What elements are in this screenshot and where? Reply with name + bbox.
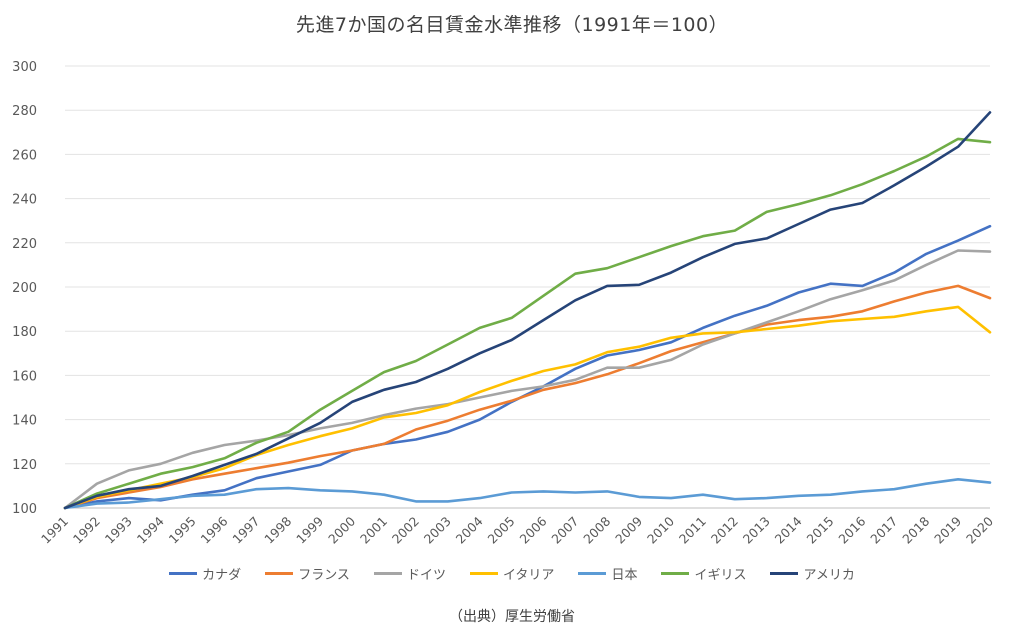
- grid-lines: [65, 65, 990, 509]
- y-tick-label: 140: [12, 414, 37, 429]
- series-line: [63, 284, 992, 510]
- legend-item: ドイツ: [373, 564, 446, 583]
- x-tick-label: 2001: [357, 514, 390, 547]
- legend-item: アメリカ: [770, 564, 855, 583]
- x-tick-label: 1992: [70, 514, 103, 547]
- x-tick-label: 2008: [580, 513, 613, 546]
- x-tick-label: 2015: [804, 514, 837, 547]
- y-tick-label: 160: [12, 369, 37, 384]
- series-line: [63, 477, 992, 510]
- y-tick-label: 220: [12, 237, 37, 252]
- legend-item: フランス: [265, 564, 350, 583]
- legend-item: イタリア: [469, 564, 555, 583]
- x-tick-label: 2004: [453, 513, 486, 546]
- series-line: [63, 249, 992, 510]
- x-tick-label: 2010: [644, 513, 677, 546]
- legend: カナダ フランス ドイツ イタリア 日本 イギリス アメリカ: [0, 564, 1024, 583]
- x-tick-label: 2016: [835, 513, 868, 546]
- x-tick-label: 2000: [325, 513, 358, 546]
- y-tick-label: 240: [12, 193, 37, 208]
- x-tick-label: 1996: [198, 513, 231, 546]
- x-tick-label: 1997: [229, 514, 262, 547]
- legend-label: ドイツ: [406, 568, 446, 583]
- legend-swatch: [578, 572, 607, 575]
- legend-label: イタリア: [502, 568, 555, 583]
- y-tick-label: 300: [12, 60, 37, 75]
- x-tick-label: 2013: [740, 514, 773, 547]
- source-note: （出典）厚生労働省: [449, 609, 575, 625]
- series-lines: [63, 111, 992, 510]
- x-tick-label: 2005: [485, 514, 518, 547]
- chart-title: 先進7か国の名目賃金水準推移（1991年＝100）: [295, 14, 729, 36]
- series-line: [63, 224, 992, 510]
- y-axis-ticks: 100 120 140 160 180 200 220 240 260 280 300: [12, 60, 37, 517]
- legend-label: フランス: [298, 568, 350, 583]
- x-tick-label: 2018: [899, 513, 932, 546]
- x-tick-label: 2011: [676, 514, 709, 547]
- y-tick-label: 100: [12, 502, 37, 517]
- x-tick-label: 2014: [772, 513, 805, 546]
- legend-swatch: [770, 572, 799, 575]
- x-tick-label: 2006: [516, 513, 549, 546]
- x-tick-label: 1993: [102, 514, 135, 547]
- legend-swatch: [661, 572, 690, 575]
- y-tick-label: 120: [12, 458, 37, 473]
- x-tick-label: 1991: [38, 514, 71, 547]
- x-tick-label: 2003: [421, 514, 454, 547]
- y-tick-label: 280: [12, 104, 37, 119]
- x-tick-label: 2017: [867, 514, 900, 547]
- legend-swatch: [265, 572, 294, 575]
- x-tick-label: 1998: [261, 513, 294, 546]
- series-line: [63, 137, 992, 510]
- x-tick-label: 1999: [293, 513, 326, 546]
- legend-item: イギリス: [661, 564, 746, 583]
- x-tick-label: 1995: [166, 514, 199, 547]
- y-tick-label: 260: [12, 148, 37, 163]
- series-line: [63, 305, 992, 510]
- x-tick-label: 2007: [548, 514, 581, 547]
- legend-label: 日本: [611, 568, 638, 583]
- legend-item: 日本: [578, 564, 637, 583]
- x-tick-label: 2019: [931, 513, 964, 546]
- legend-label: アメリカ: [803, 568, 855, 583]
- y-tick-label: 200: [12, 281, 37, 296]
- legend-item: カナダ: [169, 564, 241, 583]
- x-tick-label: 2012: [708, 514, 741, 547]
- legend-label: イギリス: [694, 568, 747, 583]
- legend-swatch: [469, 572, 498, 575]
- legend-swatch: [169, 572, 198, 575]
- y-tick-label: 180: [12, 325, 37, 340]
- x-axis-ticks: 1991199219931994199519961997199819992000…: [38, 513, 996, 546]
- series-line: [63, 111, 992, 510]
- x-tick-label: 2020: [963, 513, 996, 546]
- legend-swatch: [373, 572, 402, 575]
- legend-label: カナダ: [202, 568, 242, 583]
- x-tick-label: 1994: [134, 513, 167, 546]
- x-tick-label: 2002: [389, 514, 422, 547]
- x-tick-label: 2009: [612, 513, 645, 546]
